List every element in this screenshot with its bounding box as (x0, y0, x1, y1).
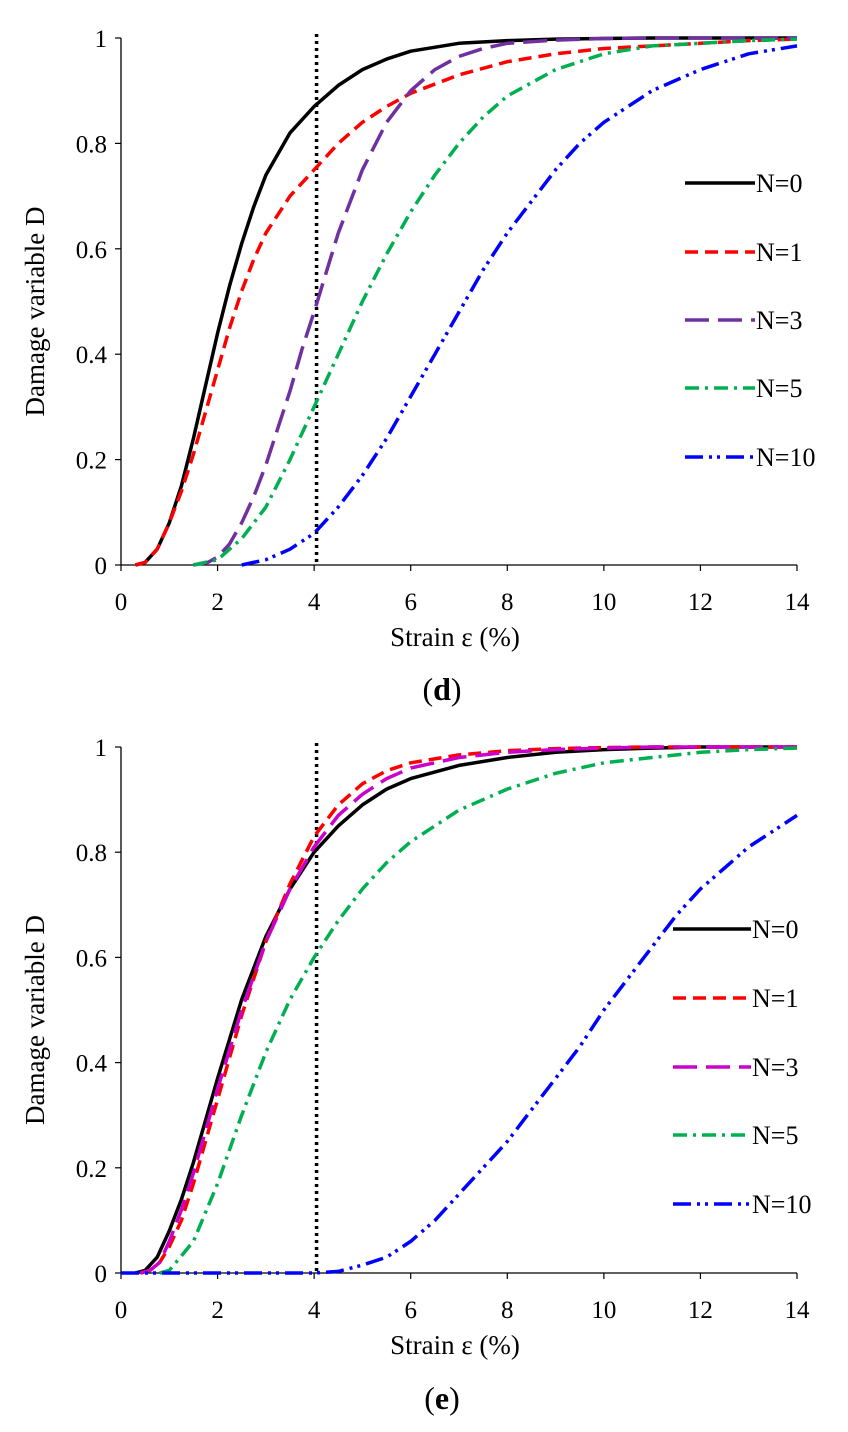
y-tick-label: 0.6 (76, 237, 107, 264)
y-tick-label: 1 (95, 26, 108, 53)
legend-label: N=3 (752, 1053, 798, 1082)
series-line-N=0 (135, 36, 797, 567)
chart-svg-e: 0 2 4 6 8 10 12 14 0 0.2 0.4 0.6 0.8 1 Strain ε (%) Dam… (20, 735, 811, 1416)
x-tick-label: 2 (211, 1297, 224, 1324)
legend-label: N=10 (756, 443, 815, 472)
series-line-N=3 (193, 36, 797, 567)
legend-label: N=1 (756, 238, 802, 267)
x-tick-label: 0 (115, 1297, 128, 1324)
y-tick-label: 0 (95, 553, 108, 580)
legend-label: N=5 (756, 374, 802, 403)
panel-letter: d (433, 671, 451, 707)
y-tick-label: 0.6 (76, 945, 107, 972)
series-line-N=3 (139, 745, 797, 1275)
y-tick-label: 0.2 (76, 1156, 107, 1183)
y-tick-label: 0.2 (76, 448, 107, 475)
y-tick-label: 0.4 (76, 1051, 108, 1078)
panel-label: (e) (424, 1380, 460, 1416)
x-tick-label: 10 (591, 1297, 616, 1324)
series-line-N=10 (241, 44, 798, 567)
x-tick-label: 4 (308, 1297, 321, 1324)
chart-svg-d: 0 2 4 6 8 10 12 14 0 0.2 0.4 0.6 0.8 1 Strain ε (%) Dam… (20, 26, 815, 707)
y-axis-title: Damage variable D (20, 915, 50, 1125)
series-line-N=0 (135, 745, 797, 1275)
y-axis-title: Damage variable D (20, 207, 50, 417)
series-line-N=5 (193, 37, 798, 567)
chart-panel-d: 0 2 4 6 8 10 12 14 0 0.2 0.4 0.6 0.8 1 Strain ε (%) Dam… (0, 0, 848, 712)
x-tick-label: 14 (785, 1297, 811, 1324)
legend-label: N=3 (756, 306, 802, 335)
y-tick-label: 0.8 (76, 840, 107, 867)
x-axis-title: Strain ε (%) (390, 1330, 520, 1360)
x-axis-title: Strain ε (%) (390, 622, 520, 652)
x-tick-label: 4 (308, 589, 321, 616)
y-tick-label: 0.8 (76, 131, 107, 158)
legend-label: N=0 (752, 915, 798, 944)
x-tick-label: 12 (688, 589, 713, 616)
x-tick-label: 8 (501, 589, 514, 616)
chart-panel-e: 0 2 4 6 8 10 12 14 0 0.2 0.4 0.6 0.8 1 Strain ε (%) Dam… (0, 712, 848, 1427)
legend-label: N=0 (756, 169, 802, 198)
x-tick-label: 0 (115, 589, 128, 616)
series-line-N=1 (135, 37, 798, 567)
y-tick-label: 0 (95, 1261, 108, 1288)
x-tick-label: 14 (785, 589, 811, 616)
y-tick-label: 1 (95, 735, 108, 762)
legend-label: N=1 (752, 984, 798, 1013)
panel-label: (d) (422, 671, 461, 707)
series-line-N=5 (159, 746, 798, 1275)
legend-label: N=10 (752, 1190, 811, 1219)
y-tick-label: 0.4 (76, 342, 108, 369)
x-tick-label: 10 (591, 589, 616, 616)
series-line-N=10 (121, 813, 798, 1275)
panel-letter: e (435, 1380, 449, 1416)
x-tick-label: 6 (404, 589, 417, 616)
x-tick-label: 12 (688, 1297, 713, 1324)
x-tick-label: 2 (211, 589, 224, 616)
legend-label: N=5 (752, 1121, 798, 1150)
x-tick-label: 8 (501, 1297, 514, 1324)
x-tick-label: 6 (404, 1297, 417, 1324)
